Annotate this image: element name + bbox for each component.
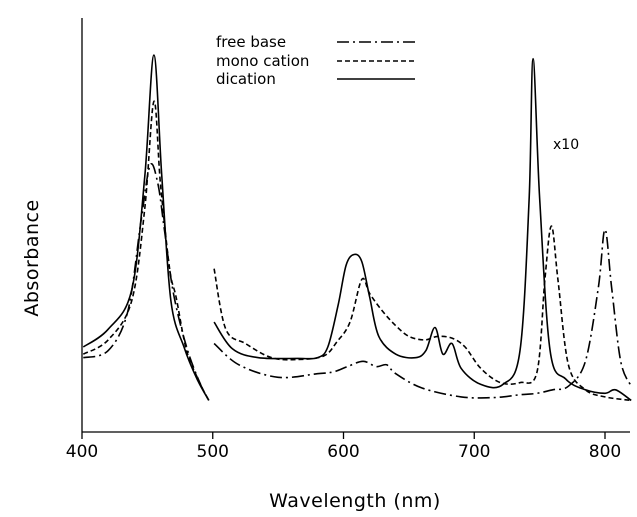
x-tick-label-800: 800 (589, 442, 621, 462)
series-curves (82, 54, 632, 402)
curve-mono-cation-segment-2 (213, 225, 632, 402)
curve-dication-segment-2 (213, 57, 632, 402)
x-axis-label: Wavelength (nm) (269, 490, 441, 512)
legend-label-mono-cation: mono cation (216, 52, 309, 70)
curve-free-base-segment-2 (213, 228, 632, 399)
scale-annotation: x10 (553, 137, 579, 153)
legend-label-free-base: free base (216, 33, 286, 51)
curve-free-base-segment-1 (83, 163, 210, 401)
x-tick-label-400: 400 (66, 442, 98, 462)
x-tick-label-600: 600 (327, 442, 359, 462)
x-tick-label-500: 500 (197, 442, 229, 462)
x-tick-label-700: 700 (458, 442, 490, 462)
curve-mono-cation-segment-1 (82, 100, 210, 401)
x-ticks: 400 500 600 700 800 (66, 432, 621, 462)
legend-label-dication: dication (216, 70, 276, 88)
y-axis-label: Absorbance (21, 199, 43, 316)
legend: free base mono cation dication (216, 33, 415, 88)
curve-dication-segment-1 (82, 54, 210, 401)
